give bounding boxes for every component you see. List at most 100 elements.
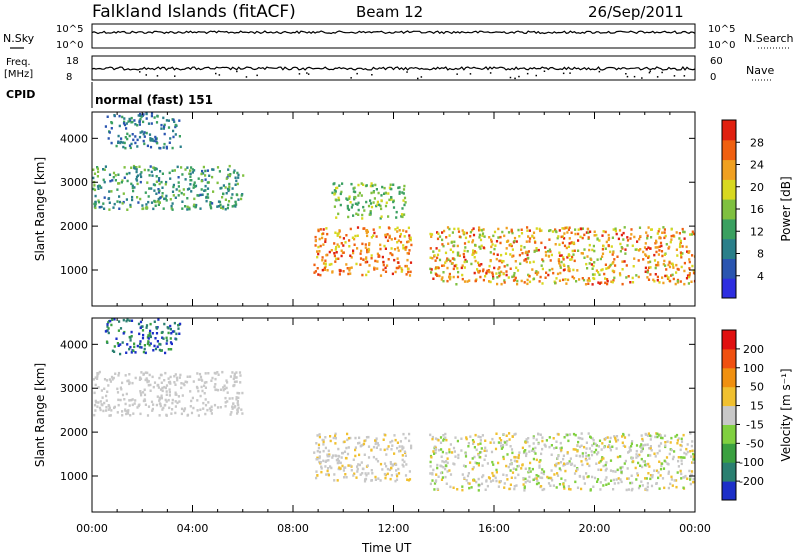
echo-cell xyxy=(557,462,560,465)
echo-cell xyxy=(640,434,643,437)
echo-cell xyxy=(362,442,366,446)
echo-cell xyxy=(145,203,148,206)
echo-cell xyxy=(334,434,337,437)
echo-cell xyxy=(138,345,142,349)
echo-cell xyxy=(379,204,382,208)
echo-cell xyxy=(184,205,187,208)
echo-cell xyxy=(201,169,204,173)
echo-cell xyxy=(367,435,370,439)
echo-cell xyxy=(201,389,204,393)
echo-cell xyxy=(548,229,551,233)
echo-cell xyxy=(534,241,537,244)
echo-cell xyxy=(516,279,519,283)
echo-cell xyxy=(358,436,361,439)
echo-cell xyxy=(436,231,439,234)
echo-cell xyxy=(670,448,673,452)
echo-cell xyxy=(437,475,440,478)
echo-cell xyxy=(97,187,100,190)
echo-cell xyxy=(545,439,548,442)
echo-cell xyxy=(384,233,387,237)
echo-cell xyxy=(641,465,644,469)
echo-cell xyxy=(404,436,407,440)
echo-cell xyxy=(112,206,115,209)
echo-cell xyxy=(179,322,182,326)
echo-cell xyxy=(469,230,472,234)
echo-cell xyxy=(502,457,505,461)
echo-cell xyxy=(149,137,152,140)
echo-cell xyxy=(334,198,337,201)
echo-cell xyxy=(201,193,204,196)
echo-region-dawn-descending xyxy=(313,226,413,277)
echo-cell xyxy=(578,455,582,458)
echo-cell xyxy=(397,186,400,190)
echo-cell xyxy=(397,239,400,242)
echo-cell xyxy=(473,271,476,275)
echo-cell xyxy=(480,482,484,486)
echo-cell xyxy=(558,229,561,232)
echo-cell xyxy=(440,455,443,458)
echo-cell xyxy=(494,476,497,480)
nsky-trace xyxy=(91,30,696,35)
nave-point xyxy=(649,70,651,72)
echo-cell xyxy=(692,480,695,484)
echo-cell xyxy=(334,248,337,251)
echo-cell xyxy=(573,464,576,468)
echo-cell xyxy=(597,281,600,284)
echo-cell xyxy=(233,406,236,409)
echo-cell xyxy=(140,175,143,179)
echo-cell xyxy=(110,190,113,193)
echo-cell xyxy=(461,273,464,277)
echo-cell xyxy=(548,238,551,241)
echo-cell xyxy=(340,456,343,459)
echo-cell xyxy=(588,262,591,265)
echo-cell xyxy=(401,447,404,451)
echo-cell xyxy=(676,267,679,271)
echo-cell xyxy=(519,262,522,265)
echo-cell xyxy=(93,188,97,192)
echo-cell xyxy=(523,259,526,262)
echo-cell xyxy=(403,450,406,453)
echo-cell xyxy=(394,237,397,240)
echo-cell xyxy=(629,481,632,485)
echo-cell xyxy=(159,343,162,346)
echo-cell xyxy=(116,200,119,203)
echo-cell xyxy=(203,381,206,384)
nave-point xyxy=(145,74,147,76)
echo-cell xyxy=(657,476,660,480)
echo-cell xyxy=(174,133,177,136)
echo-cell xyxy=(490,245,493,249)
echo-cell xyxy=(506,453,509,456)
nave-point xyxy=(641,77,643,79)
echo-cell xyxy=(195,385,199,389)
echo-cell xyxy=(210,379,213,382)
echo-cell xyxy=(602,457,605,460)
echo-cell xyxy=(126,208,129,211)
echo-cell xyxy=(607,233,610,237)
echo-cell xyxy=(635,478,638,481)
echo-cell xyxy=(350,256,353,259)
echo-cell xyxy=(431,437,434,441)
echo-cell xyxy=(477,443,480,446)
echo-cell xyxy=(403,213,406,216)
echo-cell xyxy=(322,440,325,444)
echo-cell xyxy=(683,230,686,234)
echo-cell xyxy=(456,488,459,491)
echo-cell xyxy=(477,489,480,492)
echo-cell xyxy=(602,244,605,248)
echo-cell xyxy=(526,226,529,229)
echo-cell xyxy=(604,263,607,266)
x-tick-label: 20:00 xyxy=(579,522,611,535)
echo-cell xyxy=(601,268,604,271)
echo-cell xyxy=(105,409,108,412)
echo-cell xyxy=(326,454,329,458)
echo-cell xyxy=(117,141,120,144)
echo-cell xyxy=(102,168,105,171)
echo-cell xyxy=(336,479,339,482)
echo-cell xyxy=(612,488,615,491)
echo-cell xyxy=(235,376,238,379)
echo-cells xyxy=(92,318,695,492)
echo-cell xyxy=(517,454,520,457)
echo-cell xyxy=(479,247,482,250)
echo-cell xyxy=(208,407,211,410)
echo-cell xyxy=(223,384,226,387)
